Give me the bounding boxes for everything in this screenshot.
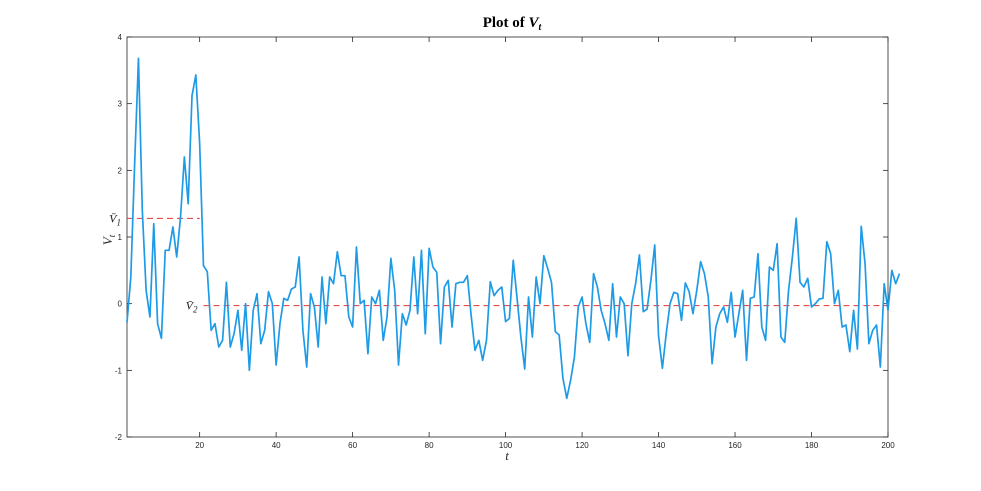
x-tick-label: 80 — [425, 441, 434, 450]
chart-title-prefix: Plot of — [483, 15, 529, 31]
x-tick-label: 60 — [348, 441, 357, 450]
y-tick-label: 4 — [118, 33, 123, 42]
series-line-v — [126, 57, 901, 400]
y-axis-label: Vt — [100, 234, 117, 245]
y-axis-label-sub: t — [107, 234, 117, 237]
axis-ticks — [127, 36, 889, 438]
reference-label-1: V̄1 — [109, 211, 121, 227]
reference-label-var: V̄ — [109, 211, 118, 225]
reference-lines: V̄1V̄2 — [109, 211, 888, 315]
reference-label-var: V̄ — [186, 299, 195, 313]
y-tick-label: 3 — [118, 100, 123, 109]
x-tick-label: 140 — [652, 441, 666, 450]
reference-label-sub: 1 — [117, 217, 122, 227]
y-tick-label: -2 — [115, 433, 123, 442]
x-tick-label: 40 — [272, 441, 281, 450]
x-tick-label: 120 — [575, 441, 589, 450]
x-tick-label: 200 — [881, 441, 895, 450]
reference-label-sub: 2 — [193, 305, 198, 315]
y-tick-label: -1 — [115, 366, 123, 375]
y-tick-label: 2 — [118, 166, 123, 175]
x-tick-label: 20 — [195, 441, 204, 450]
x-tick-label: 180 — [805, 441, 819, 450]
reference-label-2: V̄2 — [186, 299, 198, 315]
chart-title: Plot of Vt — [483, 15, 543, 33]
y-tick-label: 1 — [118, 233, 123, 242]
x-axis-label: t — [505, 448, 509, 463]
x-tick-label: 100 — [499, 441, 513, 450]
plot-area — [126, 36, 889, 438]
x-tick-label: 160 — [728, 441, 742, 450]
y-axis-label-var: V — [100, 235, 115, 245]
chart-title-var: V — [529, 15, 541, 31]
axis-tick-labels: 20 40 60 80 100 120 140 160 180 200 -2 -1 0 1 2 3 4 — [115, 33, 895, 450]
y-tick-label: 0 — [118, 300, 123, 309]
chart-title-sub: t — [539, 22, 543, 33]
